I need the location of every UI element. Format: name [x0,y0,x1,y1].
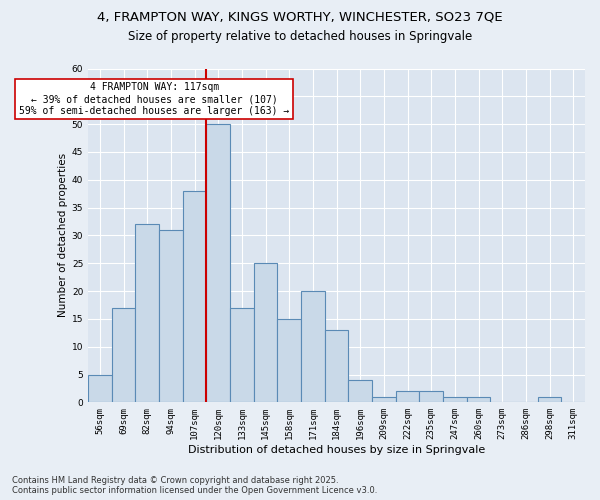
Bar [88,374,112,402]
Bar [183,191,206,402]
Bar [230,308,254,402]
Bar [112,308,136,402]
Text: Size of property relative to detached houses in Springvale: Size of property relative to detached ho… [128,30,472,43]
X-axis label: Distribution of detached houses by size in Springvale: Distribution of detached houses by size … [188,445,485,455]
Bar [277,319,301,402]
Y-axis label: Number of detached properties: Number of detached properties [58,154,68,318]
Bar [206,124,230,402]
Text: 4 FRAMPTON WAY: 117sqm
← 39% of detached houses are smaller (107)
59% of semi-de: 4 FRAMPTON WAY: 117sqm ← 39% of detached… [19,82,290,116]
Bar [467,397,490,402]
Bar [325,330,349,402]
Text: 4, FRAMPTON WAY, KINGS WORTHY, WINCHESTER, SO23 7QE: 4, FRAMPTON WAY, KINGS WORTHY, WINCHESTE… [97,10,503,23]
Bar [372,397,396,402]
Bar [301,291,325,403]
Bar [159,230,183,402]
Bar [443,397,467,402]
Bar [419,391,443,402]
Text: Contains HM Land Registry data © Crown copyright and database right 2025.
Contai: Contains HM Land Registry data © Crown c… [12,476,377,495]
Bar [254,263,277,402]
Bar [396,391,419,402]
Bar [538,397,562,402]
Bar [349,380,372,402]
Bar [136,224,159,402]
